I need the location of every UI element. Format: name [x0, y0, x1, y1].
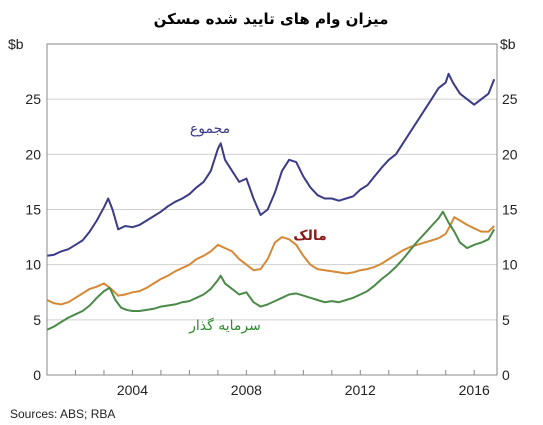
- series-line-owner: [46, 216, 495, 306]
- x-tick-labels: 2004 2008 2012 2016: [46, 370, 490, 398]
- y-tick-right-25: 25: [502, 91, 518, 107]
- x-tick-2012: 2012: [345, 382, 376, 398]
- x-tick-2004: 2004: [117, 382, 148, 398]
- series-line-investor: [46, 210, 496, 331]
- series-lines: [46, 72, 496, 331]
- y-tick-labels: 0 0 5 5 10 10 15 15 20 20 25 25: [25, 91, 517, 383]
- series-label-investor: سرمایه گذار: [188, 317, 261, 334]
- y-tick-right-0: 0: [502, 367, 510, 383]
- chart-title: میزان وام های تایید شده مسکن: [154, 10, 389, 28]
- series-line-total: [46, 72, 496, 257]
- gridlines: [47, 98, 497, 321]
- x-tick-2008: 2008: [231, 382, 262, 398]
- y-tick-left-20: 20: [25, 146, 41, 162]
- y-tick-left-25: 25: [25, 91, 41, 107]
- source-note: Sources: ABS; RBA: [10, 407, 115, 421]
- x-tick-2016: 2016: [459, 382, 490, 398]
- y-tick-left-0: 0: [33, 367, 41, 383]
- left-unit-label: $b: [8, 36, 24, 52]
- y-tick-left-5: 5: [33, 312, 41, 328]
- series-label-owner: مالک: [293, 228, 327, 244]
- y-tick-right-5: 5: [502, 312, 510, 328]
- y-tick-right-20: 20: [502, 146, 518, 162]
- y-tick-left-15: 15: [25, 202, 41, 218]
- y-tick-left-10: 10: [25, 257, 41, 273]
- plot-frame: [46, 43, 498, 376]
- y-tick-right-15: 15: [502, 202, 518, 218]
- y-tick-right-10: 10: [502, 257, 518, 273]
- series-label-total: مجموع: [190, 121, 230, 137]
- right-unit-label: $b: [500, 36, 516, 52]
